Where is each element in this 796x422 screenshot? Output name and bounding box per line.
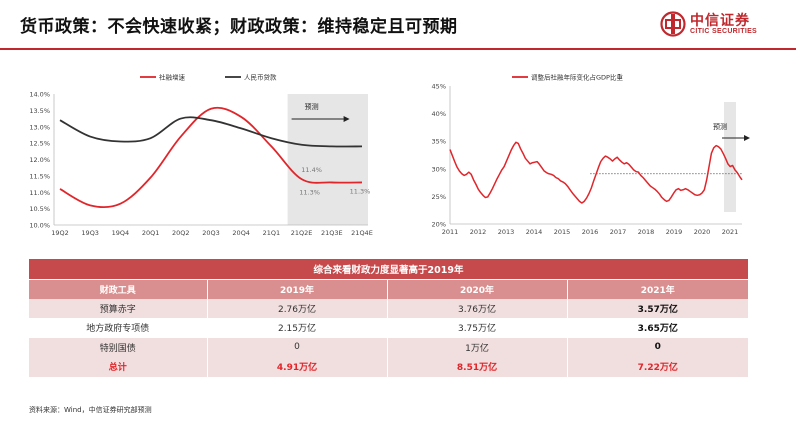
- column-header: 2019年: [207, 278, 388, 299]
- x-tick-label: 2016: [582, 228, 599, 236]
- table-cell: 1万亿: [387, 337, 568, 357]
- source-note: 资料来源：Wind，中信证券研究部预测: [29, 406, 152, 414]
- x-tick-label: 21Q2E: [291, 229, 313, 237]
- table-title: 综合来看财政力度显著高于2019年: [29, 259, 748, 279]
- data-annotation: 11.3%: [299, 188, 320, 196]
- table-cell: 2.15万亿: [207, 318, 388, 338]
- logo-text-en: CITIC SECURITIES: [690, 28, 758, 35]
- page-title: 货币政策：不会快速收紧；财政政策：维持稳定且可预期: [20, 17, 458, 37]
- table-cell: 3.75万亿: [387, 318, 568, 338]
- forecast-label: 预测: [713, 122, 727, 131]
- y-tick-label: 11.0%: [29, 189, 50, 197]
- x-tick-label: 2014: [526, 228, 543, 236]
- x-tick-label: 2015: [554, 228, 571, 236]
- x-tick-label: 21Q4E: [351, 229, 373, 237]
- y-tick-label: 14.0%: [29, 91, 50, 99]
- x-tick-label: 2021: [722, 228, 739, 236]
- row-label: 总计: [29, 357, 208, 377]
- y-tick-label: 12.5%: [29, 140, 50, 148]
- y-tick-label: 11.5%: [29, 172, 50, 180]
- table-cell: 7.22万亿: [567, 357, 748, 377]
- table-row: 地方政府专项债 2.15万亿 3.75万亿 3.65万亿: [29, 318, 748, 338]
- data-annotation: 11.3%: [350, 187, 371, 195]
- table-cell: 3.76万亿: [387, 298, 568, 318]
- column-header: 2021年: [567, 278, 748, 299]
- legend-label: 人民币贷款: [244, 73, 277, 82]
- x-tick-label: 2012: [470, 228, 487, 236]
- series-line: [59, 116, 363, 148]
- x-tick-label: 20Q3: [202, 229, 220, 237]
- credit-growth-chart: 预测 10.0% 10.5% 11.0% 11.5% 12.0% 12.5% 13.0% 13.…: [20, 64, 390, 246]
- forecast-band: [287, 94, 368, 225]
- fiscal-tools-table: 综合来看财政力度显著高于2019年 财政工具 2019年 2020年 2021年…: [29, 259, 748, 377]
- x-tick-label: 2017: [610, 228, 627, 236]
- x-tick-label: 2018: [638, 228, 655, 236]
- forecast-label: 预测: [305, 102, 319, 111]
- y-tick-label: 20%: [432, 221, 446, 229]
- table-cell: 4.91万亿: [207, 357, 388, 377]
- table-cell: 2.76万亿: [207, 298, 388, 318]
- x-tick-label: 19Q3: [81, 229, 99, 237]
- forecast-arrow-head: [343, 116, 350, 122]
- forecast-arrow-head: [744, 135, 750, 141]
- x-tick-label: 20Q2: [172, 229, 190, 237]
- table-cell: 0: [567, 337, 748, 357]
- x-tick-label: 19Q2: [51, 229, 69, 237]
- table-total-row: 总计 4.91万亿 8.51万亿 7.22万亿: [29, 357, 748, 377]
- table-header-row: 财政工具 2019年 2020年 2021年: [29, 278, 748, 299]
- table-cell: 3.65万亿: [567, 318, 748, 338]
- y-tick-label: 12.0%: [29, 156, 50, 164]
- legend-label: 调整后社融年际变化占GDP比重: [531, 73, 623, 82]
- column-header: 2020年: [387, 278, 568, 299]
- y-tick-label: 13.5%: [29, 107, 50, 115]
- y-tick-label: 40%: [432, 110, 446, 118]
- citic-emblem-icon: [660, 11, 686, 37]
- x-tick-label: 21Q3E: [321, 229, 343, 237]
- logo-text-cn: 中信证券: [690, 13, 750, 29]
- row-label: 预算赤字: [29, 298, 208, 318]
- x-tick-label: 2019: [666, 228, 683, 236]
- y-tick-label: 25%: [432, 193, 446, 201]
- y-tick-label: 10.0%: [29, 222, 50, 230]
- tsf-gdp-ratio-chart-svg: 预测 20% 25% 30% 35% 40% 45% 2011 2012 2013 2014 2015…: [432, 73, 750, 236]
- citic-logo: 中信证券 CITIC SECURITIES: [660, 9, 790, 41]
- y-tick-label: 30%: [432, 165, 446, 173]
- y-tick-label: 35%: [432, 138, 446, 146]
- table-title-row: 综合来看财政力度显著高于2019年: [29, 259, 748, 279]
- data-annotation: 11.4%: [301, 166, 322, 174]
- row-label: 特别国债: [29, 337, 208, 357]
- x-tick-label: 21Q1: [263, 229, 281, 237]
- header-divider: [0, 48, 796, 50]
- y-tick-label: 45%: [432, 83, 446, 91]
- tsf-gdp-ratio-chart: 预测 20% 25% 30% 35% 40% 45% 2011 2012 2013 2014 2015…: [412, 64, 752, 246]
- y-tick-label: 10.5%: [29, 205, 50, 213]
- forecast-band: [724, 102, 736, 212]
- table-cell: 3.57万亿: [567, 298, 748, 318]
- x-tick-label: 2020: [694, 228, 711, 236]
- legend-label: 社融增速: [159, 73, 186, 82]
- series-line: [449, 141, 743, 204]
- x-tick-label: 20Q4: [232, 229, 250, 237]
- column-header: 财政工具: [29, 278, 208, 299]
- x-tick-label: 20Q1: [142, 229, 160, 237]
- x-tick-label: 2011: [442, 228, 459, 236]
- credit-growth-chart-svg: 预测 10.0% 10.5% 11.0% 11.5% 12.0% 12.5% 13.0% 13.…: [29, 73, 373, 238]
- table-cell: 8.51万亿: [387, 357, 568, 377]
- y-tick-label: 13.0%: [29, 123, 50, 131]
- x-tick-label: 2013: [498, 228, 515, 236]
- table-cell: 0: [207, 337, 388, 357]
- table-row: 特别国债 0 1万亿 0: [29, 337, 748, 357]
- slide-header: 货币政策：不会快速收紧；财政政策：维持稳定且可预期 中信证券 CITIC SEC…: [0, 0, 796, 48]
- series-line: [59, 106, 363, 209]
- table-row: 预算赤字 2.76万亿 3.76万亿 3.57万亿: [29, 298, 748, 318]
- x-tick-label: 19Q4: [112, 229, 130, 237]
- row-label: 地方政府专项债: [29, 318, 208, 338]
